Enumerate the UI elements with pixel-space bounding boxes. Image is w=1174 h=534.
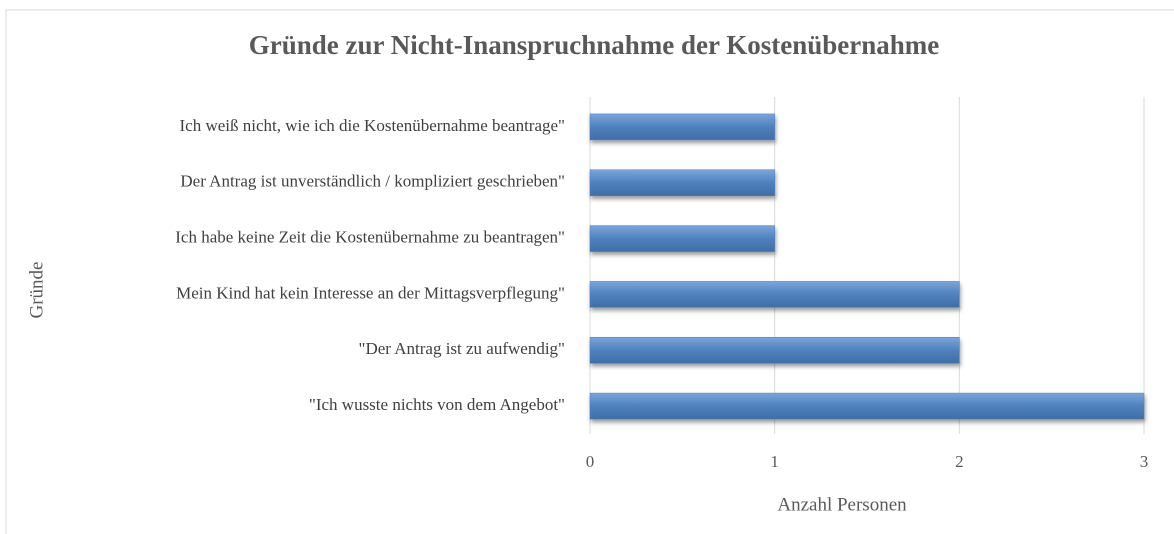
bar (589, 225, 775, 252)
x-tick-label: 0 (586, 452, 595, 471)
x-tick-label: 1 (770, 452, 779, 471)
bar (589, 113, 775, 141)
x-tick-label: 3 (1140, 452, 1149, 471)
chart-border (5, 9, 1174, 534)
chart-title: Gründe zur Nicht-Inanspruchnahme der Kos… (249, 30, 940, 60)
x-axis-label: Anzahl Personen (777, 494, 907, 515)
bar (589, 281, 960, 308)
y-tick-label: Ich habe keine Zeit die Kostenübernahme … (175, 227, 565, 246)
bar (589, 169, 775, 196)
y-tick-label: Ich weiß nicht, wie ich die Kostenüberna… (179, 116, 565, 135)
bar (589, 337, 960, 364)
y-axis-label: Gründe (26, 262, 47, 319)
y-tick-label: "Ich wusste nichts von dem Angebot" (309, 395, 565, 414)
y-tick-label: Mein Kind hat kein Interesse an der Mitt… (176, 283, 565, 302)
x-tick-label: 2 (955, 452, 964, 471)
y-tick-label: Der Antrag ist unverständlich / komplizi… (180, 172, 565, 191)
bar (589, 392, 1145, 420)
y-tick-label: "Der Antrag ist zu aufwendig" (359, 339, 566, 358)
